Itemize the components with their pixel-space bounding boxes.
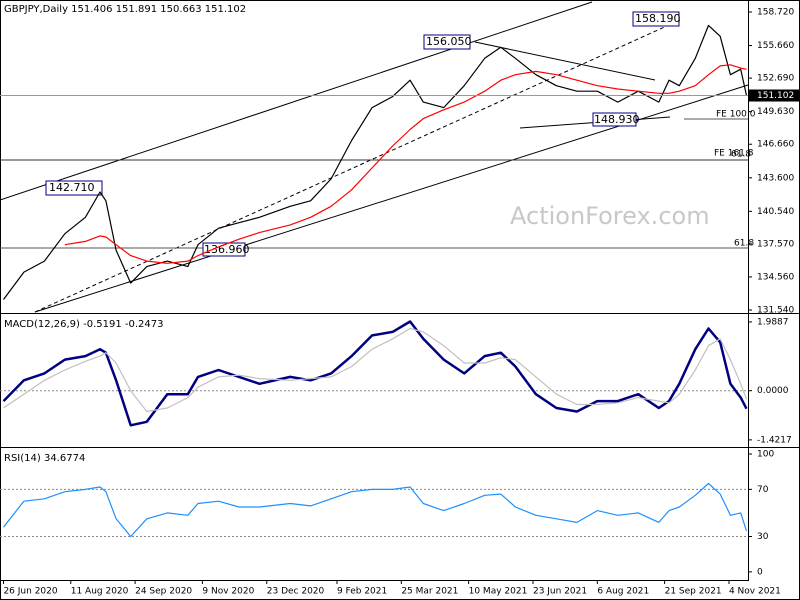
series-line: [64, 64, 747, 264]
x-tick-label: 6 Aug 2021: [597, 587, 649, 597]
x-tick-label: 9 Nov 2020: [202, 587, 254, 597]
y-tick-label: -1.4217: [757, 435, 792, 445]
y-tick-label: 131.540: [757, 306, 794, 316]
y-tick-label: 155.660: [757, 41, 794, 51]
x-tick-label: 25 Mar 2021: [401, 587, 458, 597]
rsi-title: RSI(14) 34.6774: [4, 453, 85, 464]
watermark: ActionForex.com: [510, 202, 710, 230]
y-tick-label: 134.560: [757, 272, 794, 282]
trendlines: [0, 1, 749, 313]
y-tick-label: 152.690: [757, 74, 794, 84]
chart-title: GBPJPY,Daily 151.406 151.891 150.663 151…: [4, 4, 246, 15]
y-tick-label: 30: [757, 532, 769, 542]
last-price-label: 151.102: [757, 91, 794, 101]
y-tick-label: 140.540: [757, 207, 794, 217]
y-tick-label: 0: [757, 567, 763, 577]
annotation-box: [592, 112, 637, 127]
channel-upper: [0, 1, 593, 201]
annotation: FE 100.0: [716, 110, 756, 120]
annotations: 142.710 136.960 156.050 148.930 158.190 …: [45, 11, 756, 257]
annotation: 136.960: [204, 243, 250, 256]
channel-mid: [34, 19, 681, 313]
macd-title: MACD(12,26,9) -0.5191 -0.2473: [4, 319, 164, 330]
annotation-box: [45, 180, 103, 196]
x-tick-label: 23 Jun 2021: [533, 587, 587, 597]
annotation: 158.190: [635, 12, 681, 25]
y-tick-label: 143.600: [757, 173, 794, 183]
series-line: [3, 482, 748, 538]
last-price-box: [749, 89, 799, 102]
x-tick-label: 26 Jun 2020: [3, 587, 57, 597]
annotation: 148.930: [594, 113, 640, 126]
y-tick-label: 70: [757, 485, 769, 495]
annotation: 156.050: [426, 35, 472, 48]
series-line: [3, 327, 748, 413]
y-tick-label: 100: [757, 450, 774, 460]
annotation: 61.8: [734, 239, 754, 249]
x-tick-label: 21 Sep 2021: [665, 587, 722, 597]
x-tick-label: 23 Dec 2020: [267, 587, 325, 597]
triangle-upper: [474, 41, 656, 81]
x-tick-label: 11 Aug 2020: [71, 587, 129, 597]
annotation-box: [202, 242, 246, 257]
y-tick-label: 137.570: [757, 239, 794, 249]
y-tick-label: 149.630: [757, 107, 794, 117]
y-tick-label: 146.660: [757, 140, 794, 150]
x-tick-label: 24 Sep 2020: [135, 587, 192, 597]
annotation: FE 161.8: [714, 149, 754, 159]
series-line: [3, 24, 748, 300]
x-tick-label: 10 May 2021: [469, 587, 528, 597]
annotation: 61.8: [731, 150, 751, 160]
annotation-box: [423, 34, 471, 50]
x-tick-label: 9 Feb 2021: [337, 587, 387, 597]
y-tick-label: 158.720: [757, 7, 794, 17]
x-tick-label: 4 Nov 2021: [729, 587, 781, 597]
annotation: 142.710: [49, 181, 95, 194]
y-tick-label: 1.9887: [757, 317, 789, 327]
y-tick-label: 0.0000: [757, 386, 789, 396]
annotation-box: [632, 11, 680, 27]
